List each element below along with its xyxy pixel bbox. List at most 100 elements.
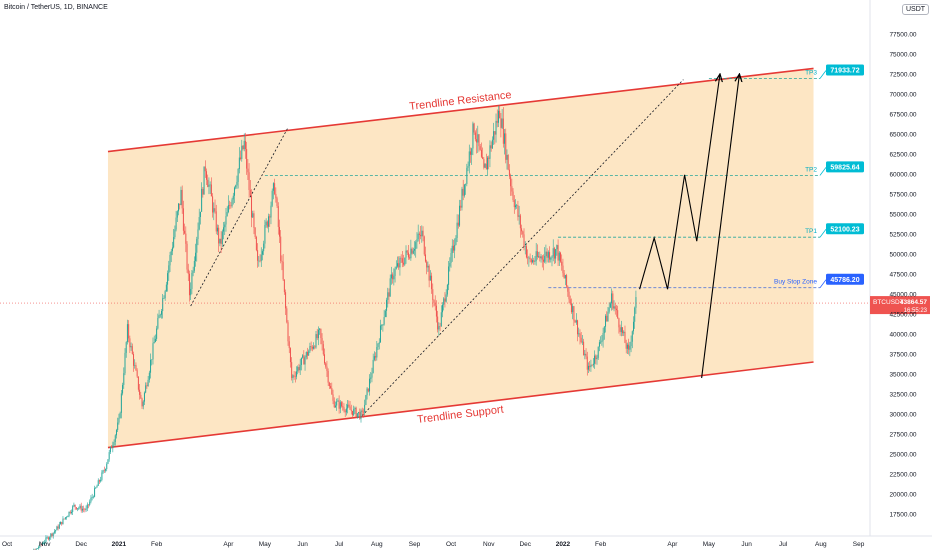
- candle-body: [209, 184, 211, 186]
- candle: [365, 394, 367, 406]
- candle: [589, 361, 591, 372]
- target-levels: TP3 71933.72 TP2 59825.64 TP1 52100.23 Buy Sto…: [264, 64, 864, 289]
- candle: [431, 272, 433, 294]
- candle: [483, 157, 485, 170]
- candle-body: [432, 289, 434, 301]
- candle-body: [51, 533, 53, 536]
- candle: [456, 214, 458, 243]
- candle-body: [112, 445, 114, 449]
- candle: [241, 139, 243, 162]
- y-tick-label: 25000.00: [889, 451, 916, 458]
- current-price: 43864.57: [900, 299, 927, 306]
- candle: [433, 299, 435, 307]
- candle: [296, 366, 298, 380]
- level-connector-2: [819, 228, 827, 238]
- candle: [631, 330, 633, 349]
- candle: [145, 382, 147, 394]
- candle: [432, 283, 434, 308]
- candle-body: [96, 485, 98, 488]
- candle: [170, 248, 172, 263]
- candle-body: [462, 188, 464, 196]
- channel-fill: [107, 68, 814, 448]
- candle-body: [324, 354, 326, 364]
- candle: [387, 287, 389, 308]
- candle-body: [171, 247, 173, 252]
- candle-body: [429, 275, 431, 281]
- candle: [96, 484, 98, 488]
- candle: [100, 476, 102, 483]
- candle-body: [225, 216, 227, 225]
- candle-body: [305, 352, 307, 358]
- level-price-box-0: 71933.72: [826, 64, 864, 76]
- candle: [439, 322, 441, 331]
- candle-body: [251, 195, 253, 218]
- candle: [379, 319, 381, 343]
- candle-body: [297, 367, 299, 372]
- candle-body: [257, 250, 259, 261]
- candle-body: [519, 215, 521, 229]
- candle-body: [274, 183, 276, 194]
- candle-body: [626, 344, 628, 349]
- price-axis[interactable]: 17500.00 20000.00 22500.00 25000.00 27500.00…: [889, 31, 916, 518]
- candle: [141, 397, 143, 410]
- candle: [392, 272, 394, 284]
- candle-body: [47, 537, 49, 540]
- candle: [119, 411, 121, 419]
- candle-body: [511, 186, 513, 192]
- candle: [518, 205, 520, 225]
- time-axis[interactable]: Oct Nov Dec 2021 Feb Apr May Jun Jul Aug Sep Oct Nov…: [2, 541, 865, 548]
- candle-body: [118, 417, 120, 423]
- candle-body: [479, 146, 481, 150]
- currency-badge[interactable]: USDT: [902, 4, 930, 15]
- candle: [455, 235, 457, 246]
- candle: [152, 337, 154, 365]
- candle-body: [612, 293, 614, 309]
- candle-body: [629, 346, 631, 350]
- candle: [78, 506, 80, 511]
- candle-body: [313, 346, 315, 349]
- candle: [609, 301, 611, 309]
- candle-body: [450, 253, 452, 263]
- candle: [558, 251, 560, 266]
- candle-body: [241, 145, 243, 159]
- candle: [415, 240, 417, 258]
- candle-body: [50, 533, 52, 538]
- candle: [197, 222, 199, 246]
- candle-body: [185, 233, 187, 244]
- x-tick-label: Apr: [223, 541, 234, 548]
- candle: [327, 368, 329, 386]
- candle: [629, 341, 631, 357]
- candle-body: [478, 134, 480, 147]
- candle: [259, 254, 261, 263]
- candle-body: [55, 530, 57, 532]
- candle-body: [216, 227, 218, 232]
- candle-body: [255, 237, 257, 251]
- projection-zigzag: [639, 75, 720, 290]
- candle-body: [57, 526, 59, 529]
- candle-body: [240, 157, 242, 159]
- candle-body: [113, 441, 115, 446]
- candle: [57, 524, 59, 531]
- candle-body: [233, 187, 235, 196]
- candle-body: [243, 140, 245, 150]
- candle-body: [170, 251, 172, 256]
- candle: [151, 359, 153, 366]
- candle-body: [224, 224, 226, 228]
- candle: [574, 319, 576, 323]
- candle: [223, 221, 225, 240]
- candle-body: [388, 292, 390, 297]
- candle-body: [107, 459, 109, 464]
- candle: [394, 266, 396, 283]
- candle: [489, 140, 491, 168]
- candle: [164, 289, 166, 301]
- candle-body: [140, 394, 142, 399]
- candle-body: [100, 479, 102, 482]
- candle-body: [490, 145, 492, 149]
- candle-body: [514, 205, 516, 208]
- candle-body: [442, 304, 444, 313]
- candle-body: [378, 342, 380, 344]
- candle: [181, 185, 183, 214]
- candle-body: [539, 256, 541, 259]
- candle: [60, 521, 62, 525]
- candle: [545, 244, 547, 264]
